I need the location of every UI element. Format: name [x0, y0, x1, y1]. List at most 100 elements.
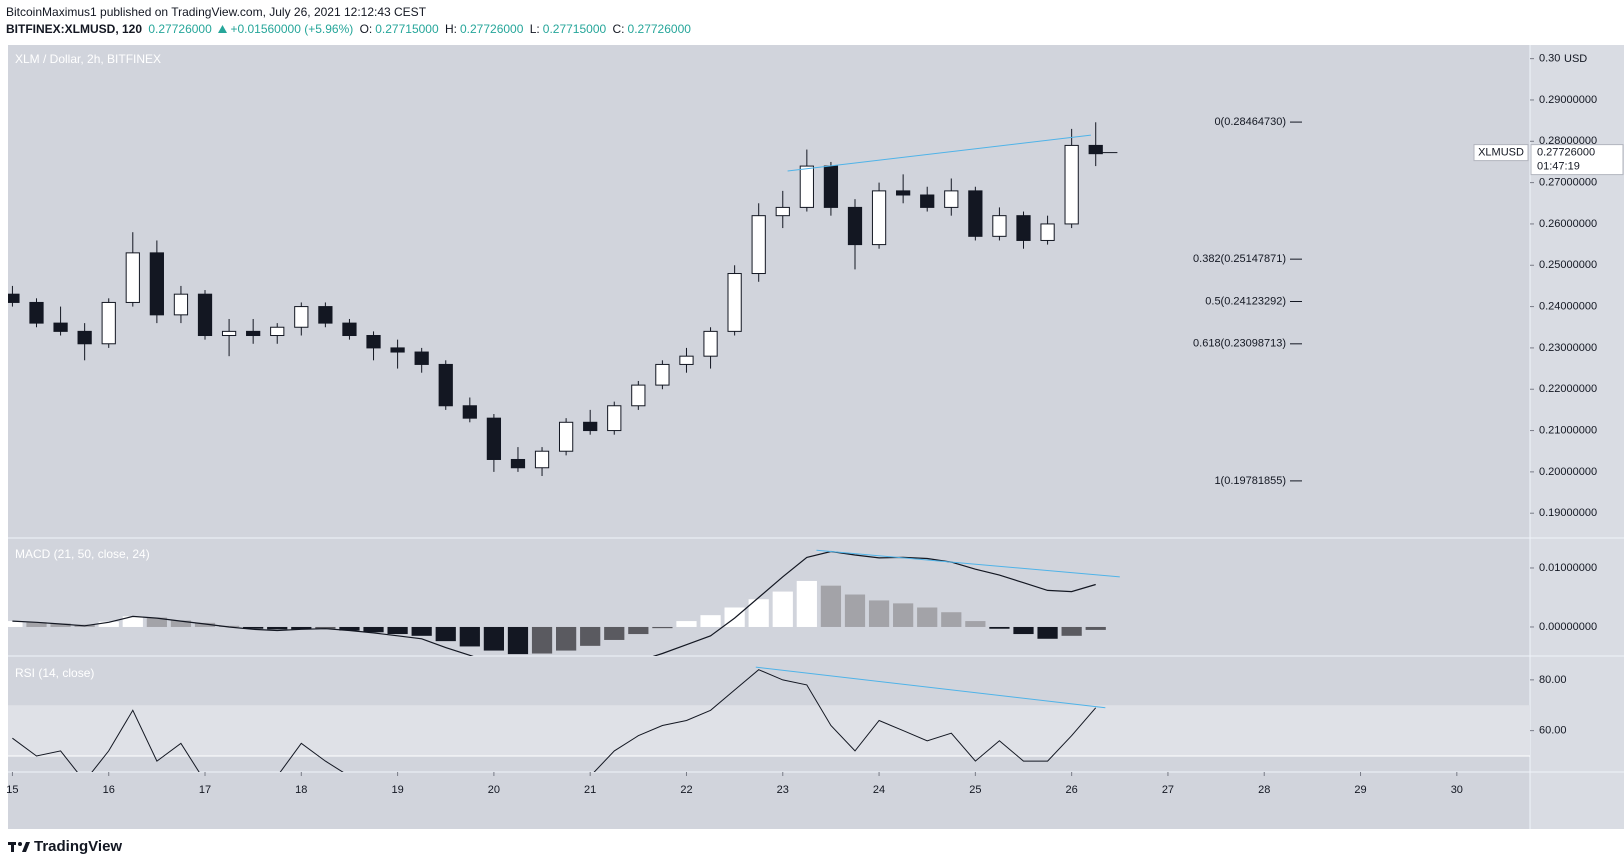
candle-body [438, 363, 453, 407]
histogram-bar [965, 621, 986, 627]
candle-body [703, 330, 718, 357]
histogram-bar [604, 626, 625, 640]
y-tick-label: 0.21000000 [1539, 424, 1597, 436]
candle-body [8, 293, 20, 303]
x-tick-label: 25 [969, 784, 981, 796]
candle-body [920, 194, 935, 208]
histogram-bar [1037, 626, 1058, 639]
pane-title: RSI (14, close) [15, 666, 94, 680]
candle-body [125, 252, 140, 303]
candle-body [149, 252, 164, 316]
unit-background [1560, 51, 1600, 65]
candle-body [53, 322, 68, 332]
countdown: 01:47:19 [1537, 161, 1580, 173]
trend-line [755, 666, 1106, 709]
rsi-pane [8, 666, 1530, 772]
histogram-bar [411, 626, 432, 636]
histogram-bar [676, 621, 697, 627]
histogram-bar [844, 594, 866, 627]
brand-icon [8, 841, 30, 852]
macd-pane [8, 549, 1120, 656]
candle-body [318, 306, 333, 324]
histogram-bar [1013, 626, 1034, 635]
histogram-bar [315, 626, 336, 629]
histogram-bar [531, 626, 553, 654]
histogram-bar [459, 626, 480, 647]
ohlc-value: 0.27726000 [627, 22, 691, 36]
unit-label: USD [1564, 53, 1587, 65]
histogram-bar [435, 626, 456, 642]
x-tick-label: 24 [873, 784, 885, 796]
histogram-bar [243, 626, 264, 629]
x-tick-label: 15 [6, 784, 18, 796]
candle-body [462, 405, 477, 419]
y-tick-label: 0.20000000 [1539, 466, 1597, 478]
histogram-bar [194, 622, 216, 627]
candle-body [823, 165, 839, 208]
candle-body [1088, 144, 1103, 155]
x-tick-label: 20 [488, 784, 500, 796]
brand-logo: TradingView [8, 838, 122, 855]
header: BitcoinMaximus1 published on TradingView… [6, 4, 694, 38]
candle-body [799, 165, 814, 208]
last-price: 0.27726000 [148, 22, 212, 36]
candle-body [896, 190, 911, 196]
candle-body [294, 306, 309, 328]
candle-body [1016, 215, 1031, 241]
rsi-band [8, 705, 1530, 757]
candle-body [631, 384, 646, 407]
histogram-bar [483, 626, 505, 651]
y-tick-label: 60.00 [1539, 725, 1567, 737]
histogram-bar [218, 625, 240, 627]
trend-line [787, 134, 1091, 172]
candle-body [29, 301, 44, 324]
candle-body [366, 335, 381, 349]
histogram-bar [941, 612, 962, 627]
x-tick-label: 28 [1258, 784, 1270, 796]
ohlc-label: H: [445, 22, 457, 36]
y-tick-label: 0.26000000 [1539, 218, 1597, 230]
histogram-bar [724, 607, 745, 627]
candle-body [847, 206, 863, 246]
price-box [1530, 144, 1624, 176]
histogram-bar [820, 585, 842, 627]
x-tick-label: 26 [1066, 784, 1078, 796]
fib-label: 0.618(0.23098713) [1193, 338, 1286, 350]
candle-body [679, 355, 694, 365]
x-tick-label: 22 [680, 784, 692, 796]
fib-label: 0.5(0.24123292) [1205, 295, 1286, 307]
histogram-bar [628, 626, 649, 635]
candle-body [534, 450, 550, 469]
histogram-bar [507, 626, 529, 655]
histogram-bar [580, 626, 601, 646]
fib-label: 0.382(0.25147871) [1193, 253, 1286, 265]
histogram-bar [26, 622, 47, 627]
y-tick-label: 0.25000000 [1539, 259, 1597, 271]
histogram-bar [291, 626, 312, 630]
candle-body [270, 326, 285, 337]
x-tick-label: 16 [103, 784, 115, 796]
x-tick-label: 30 [1451, 784, 1463, 796]
candle-body [1040, 223, 1055, 241]
histogram-bar [652, 626, 673, 629]
candle-body [655, 363, 670, 386]
macd-line [12, 550, 1096, 656]
ohlc-label: O: [359, 22, 373, 36]
x-tick-label: 18 [295, 784, 307, 796]
candle-body [992, 215, 1007, 237]
chart: 0(0.28464730) 0.382(0.25147871) 0.5(0.2412… [6, 45, 1624, 829]
histogram-bar [267, 626, 288, 630]
price-label: 0.27726000 [1537, 147, 1595, 159]
candle-body [944, 190, 959, 208]
x-tick-label: 21 [584, 784, 596, 796]
candle-body [486, 417, 502, 460]
y-tick-label: 0.29000000 [1539, 94, 1597, 106]
histogram-bar [363, 626, 384, 633]
histogram-bar [893, 603, 914, 627]
candle-body [101, 301, 116, 345]
histogram-bar [796, 580, 817, 627]
histogram-bar [917, 607, 938, 627]
fib-label: 1(0.19781855) [1214, 475, 1286, 487]
candle-body [221, 330, 237, 337]
